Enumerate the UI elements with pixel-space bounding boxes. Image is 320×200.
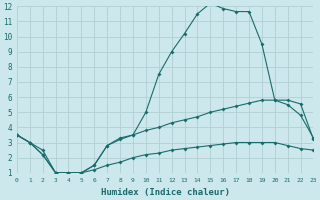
X-axis label: Humidex (Indice chaleur): Humidex (Indice chaleur) [101,188,230,197]
